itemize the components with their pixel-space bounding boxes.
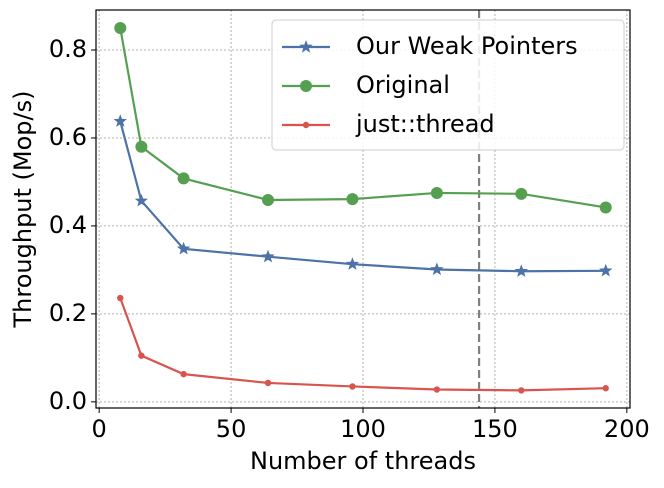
x-tick-label: 200	[604, 415, 650, 443]
data-point	[602, 385, 609, 392]
data-point	[345, 257, 360, 270]
x-tick-label: 150	[472, 415, 518, 443]
y-tick-label: 0.2	[49, 299, 87, 327]
data-point	[117, 294, 124, 302]
data-point	[599, 263, 613, 277]
data-point	[518, 387, 525, 394]
series-line	[119, 297, 606, 392]
y-tick-label: 0.6	[49, 123, 87, 151]
data-point	[515, 187, 528, 200]
data-point	[134, 193, 148, 207]
legend-label: Original	[356, 71, 450, 99]
data-point	[430, 262, 444, 276]
data-point	[177, 172, 190, 185]
data-point	[261, 249, 275, 263]
y-tick-label: 0.8	[49, 35, 87, 63]
legend-marker	[300, 80, 312, 92]
data-point	[113, 114, 127, 127]
data-point	[346, 193, 359, 206]
data-point	[349, 383, 356, 390]
x-tick-label: 50	[216, 415, 247, 443]
data-point	[176, 241, 191, 255]
plot-frame	[95, 9, 631, 409]
legend-marker	[302, 121, 310, 129]
series-line	[119, 27, 606, 209]
data-point	[180, 370, 187, 378]
y-tick-label: 0.4	[49, 211, 87, 239]
legend-label: Our Weak Pointers	[356, 32, 578, 60]
series-line	[119, 120, 606, 273]
legend-box	[271, 19, 625, 151]
x-tick-label: 100	[340, 415, 386, 443]
y-tick-label: 0.0	[49, 387, 87, 415]
legend-label: just::thread	[355, 110, 495, 138]
y-axis-label: Throughput (Mop/s)	[9, 91, 37, 329]
data-point	[114, 22, 127, 35]
legend-marker	[299, 40, 313, 53]
data-point	[138, 352, 145, 359]
data-point	[433, 386, 441, 393]
data-point	[264, 379, 272, 387]
data-point	[514, 264, 528, 277]
data-point	[135, 140, 148, 153]
x-tick-label: 0	[92, 415, 107, 443]
data-point	[430, 186, 443, 199]
data-point	[262, 193, 275, 206]
data-point	[599, 201, 612, 214]
x-axis-label: Number of threads	[250, 447, 476, 475]
